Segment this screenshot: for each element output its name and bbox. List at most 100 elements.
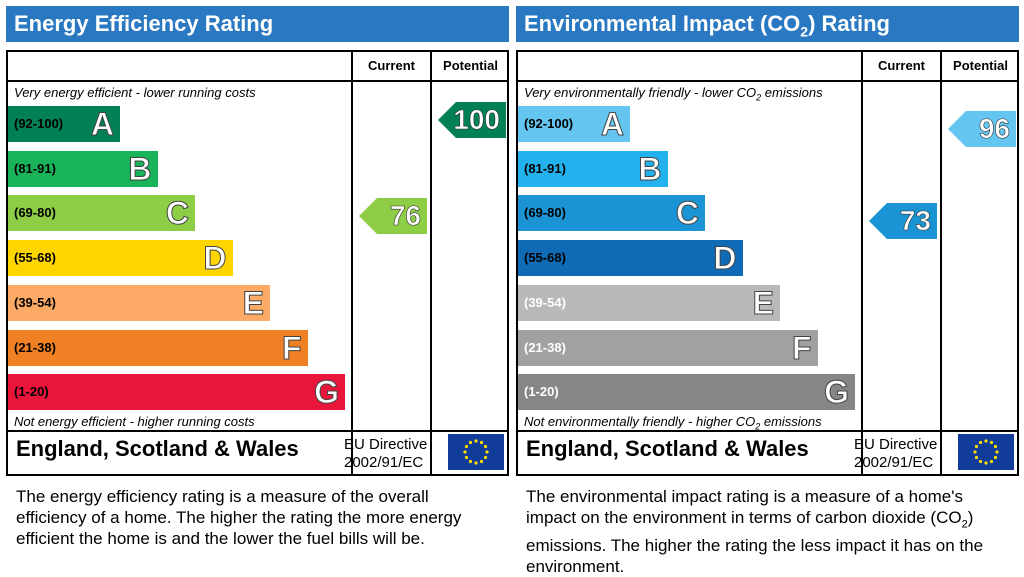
band-range: (55-68) bbox=[524, 250, 566, 266]
band-range: (55-68) bbox=[14, 250, 56, 266]
bottom-note: Not energy efficient - higher running co… bbox=[14, 414, 255, 429]
eu-flag-icon bbox=[958, 434, 1014, 470]
eu-directive: EU Directive 2002/91/EC bbox=[344, 436, 427, 472]
marker-arrow-shape bbox=[438, 102, 506, 138]
eu-star bbox=[974, 444, 979, 449]
environment-chart: Current Potential Very environmentally f… bbox=[516, 50, 1019, 476]
band-letter: G bbox=[824, 374, 850, 411]
eu-star bbox=[468, 440, 473, 445]
rating-band-g: (1-20) G bbox=[8, 374, 345, 411]
potential-column-header: Potential bbox=[953, 58, 1008, 73]
eu-star bbox=[464, 444, 469, 449]
eu-star bbox=[978, 459, 983, 464]
eu-star bbox=[479, 459, 484, 464]
eu-star bbox=[483, 455, 488, 460]
marker-arrow bbox=[869, 202, 937, 239]
eu-star bbox=[989, 459, 994, 464]
header-divider bbox=[518, 80, 1017, 82]
band-range: (1-20) bbox=[14, 384, 49, 400]
energy-title: Energy Efficiency Rating bbox=[6, 6, 509, 42]
marker-arrow-shape bbox=[359, 197, 427, 234]
eu-star bbox=[464, 455, 469, 460]
eu-star bbox=[995, 450, 999, 454]
potential-rating-value: 100 bbox=[453, 104, 500, 136]
band-letter: C bbox=[165, 195, 189, 232]
bottom-note: Not environmentally friendly - higher CO… bbox=[524, 414, 822, 432]
band-letter: E bbox=[752, 284, 774, 321]
column-divider bbox=[430, 52, 432, 474]
column-divider bbox=[351, 52, 353, 474]
environmental-impact-panel: Environmental Impact (CO2) Rating Curren… bbox=[516, 6, 1019, 576]
band-letter: A bbox=[600, 106, 624, 143]
footer-divider bbox=[8, 430, 507, 432]
eu-flag-icon bbox=[448, 434, 504, 470]
energy-efficiency-panel: Energy Efficiency Rating Current Potenti… bbox=[6, 6, 509, 571]
band-range: (69-80) bbox=[524, 205, 566, 221]
eu-star bbox=[483, 444, 488, 449]
band-range: (21-38) bbox=[524, 339, 566, 355]
region-label: England, Scotland & Wales bbox=[526, 436, 809, 461]
marker-arrow-shape bbox=[948, 111, 1016, 147]
band-letter: G bbox=[314, 374, 340, 411]
directive-line2: 2002/91/EC bbox=[344, 454, 424, 471]
band-range: (69-80) bbox=[14, 205, 56, 221]
rating-band-a: (92-100) A bbox=[8, 106, 120, 143]
rating-band-e: (39-54) E bbox=[518, 284, 780, 321]
rating-band-b: (81-91) B bbox=[518, 150, 668, 187]
rating-band-d: (55-68) D bbox=[518, 240, 743, 277]
eu-star bbox=[474, 461, 478, 465]
rating-band-f: (21-38) F bbox=[8, 329, 308, 366]
band-letter: E bbox=[242, 284, 264, 321]
energy-chart: Current Potential Very energy efficient … bbox=[6, 50, 509, 476]
eu-star bbox=[474, 439, 478, 443]
marker-arrow-shape bbox=[869, 202, 937, 239]
rating-band-e: (39-54) E bbox=[8, 284, 270, 321]
rating-band-g: (1-20) G bbox=[518, 374, 855, 411]
rating-band-c: (69-80) C bbox=[518, 195, 705, 232]
band-range: (1-20) bbox=[524, 384, 559, 400]
band-range: (92-100) bbox=[14, 116, 64, 131]
current-column-header: Current bbox=[878, 58, 925, 73]
current-rating-marker: 73 bbox=[869, 202, 937, 239]
directive-line1: EU Directive bbox=[854, 436, 938, 453]
footer-divider bbox=[518, 430, 1017, 432]
band-letter: D bbox=[203, 240, 227, 277]
eu-star bbox=[993, 444, 998, 449]
rating-band-d: (55-68) D bbox=[8, 240, 233, 277]
rating-band-b: (81-91) B bbox=[8, 150, 158, 187]
band-range: (81-91) bbox=[524, 160, 566, 176]
directive-line1: EU Directive bbox=[344, 436, 428, 453]
band-letter: D bbox=[713, 240, 737, 277]
potential-rating-marker: 96 bbox=[948, 111, 1016, 147]
potential-rating-marker: 100 bbox=[438, 102, 506, 138]
top-note: Very environmentally friendly - lower CO… bbox=[524, 85, 823, 103]
environment-description: The environmental impact rating is a mea… bbox=[526, 487, 984, 577]
current-rating-marker: 76 bbox=[359, 197, 427, 234]
marker-arrow bbox=[948, 111, 1016, 147]
eu-star bbox=[485, 450, 489, 454]
band-letter: F bbox=[791, 329, 812, 366]
marker-arrow bbox=[438, 102, 506, 138]
marker-arrow bbox=[359, 197, 427, 234]
band-range: (21-38) bbox=[14, 339, 56, 355]
environment-title: Environmental Impact (CO2) Rating bbox=[516, 6, 1019, 42]
column-divider bbox=[861, 52, 863, 474]
band-letter: A bbox=[90, 106, 114, 143]
band-range: (39-54) bbox=[524, 294, 566, 310]
eu-directive: EU Directive 2002/91/EC bbox=[854, 436, 937, 472]
top-note: Very energy efficient - lower running co… bbox=[14, 85, 256, 100]
eu-star bbox=[463, 450, 467, 454]
band-range: (81-91) bbox=[14, 160, 56, 176]
band-letter: B bbox=[638, 150, 662, 187]
potential-rating-value: 96 bbox=[978, 113, 1011, 145]
eu-star bbox=[468, 459, 473, 464]
band-range: (92-100) bbox=[524, 116, 574, 131]
band-range: (39-54) bbox=[14, 294, 56, 310]
directive-line2: 2002/91/EC bbox=[854, 454, 934, 471]
eu-star bbox=[978, 440, 983, 445]
eu-star bbox=[973, 450, 977, 454]
energy-description: The energy efficiency rating is a measur… bbox=[16, 487, 462, 548]
eu-star bbox=[984, 461, 988, 465]
eu-star bbox=[974, 455, 979, 460]
eu-star bbox=[984, 439, 988, 443]
